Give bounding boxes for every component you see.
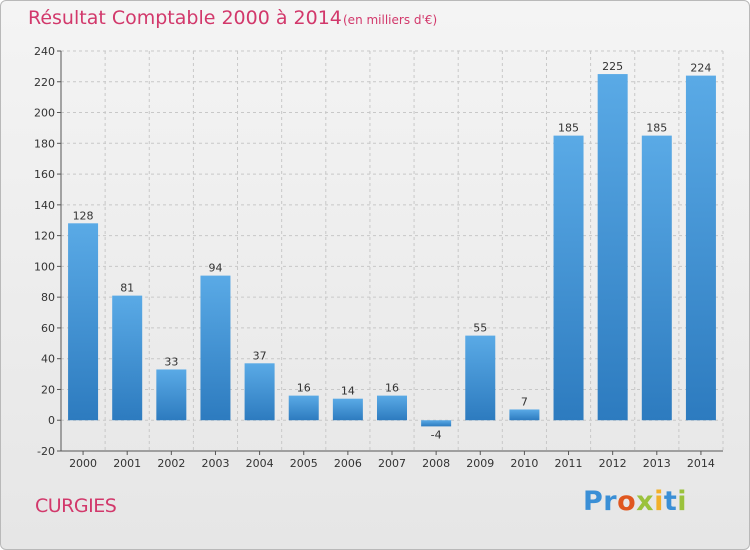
y-tick-label: 160	[34, 168, 55, 181]
bar-2013	[641, 135, 672, 421]
x-tick-label: 2013	[643, 457, 671, 470]
x-tick-label: 2006	[334, 457, 362, 470]
data-label-2007: 16	[385, 382, 399, 395]
y-tick-label: 0	[48, 414, 55, 427]
data-label-2010: 7	[521, 395, 528, 408]
location-label: CURGIES	[35, 495, 117, 517]
data-label-2004: 37	[253, 349, 267, 362]
bar-2003	[200, 275, 231, 421]
y-tick-label: 240	[34, 45, 55, 58]
data-label-2014: 224	[690, 62, 711, 75]
x-tick-label: 2014	[687, 457, 715, 470]
bar-2007	[377, 395, 407, 421]
y-tick-label: -20	[37, 445, 55, 458]
y-tick-label: 180	[34, 137, 55, 150]
x-tick-label: 2002	[157, 457, 185, 470]
data-label-2006: 14	[341, 385, 355, 398]
y-tick-label: 140	[34, 199, 55, 212]
bar-2001	[112, 295, 143, 421]
x-tick-label: 2007	[378, 457, 406, 470]
data-label-2013: 185	[646, 122, 667, 135]
data-label-2002: 33	[164, 355, 178, 368]
x-tick-label: 2003	[201, 457, 229, 470]
data-label-2005: 16	[297, 382, 311, 395]
bars	[68, 74, 716, 427]
bar-2010	[509, 409, 540, 421]
data-label-2003: 94	[208, 262, 222, 275]
bar-2004	[244, 363, 275, 421]
gridlines	[60, 50, 724, 452]
y-tick-label: 60	[41, 322, 55, 335]
data-label-2000: 128	[73, 209, 94, 222]
y-tick-label: 40	[41, 353, 55, 366]
chart-subtitle: (en milliers d'€)	[343, 13, 438, 27]
bar-2008	[421, 420, 452, 427]
x-tick-label: 2009	[466, 457, 494, 470]
x-tick-label: 2011	[555, 457, 583, 470]
y-tick-label: 120	[34, 230, 55, 243]
bar-2002	[156, 369, 187, 421]
data-labels: 128 81 33 94 37 16 14 16 -4 55 7 185 225 185 224	[73, 60, 712, 441]
bar-2006	[332, 398, 363, 421]
x-tick-label: 2012	[599, 457, 627, 470]
x-tick-label: 2004	[246, 457, 274, 470]
bar-2014	[685, 75, 716, 421]
bar-2005	[288, 395, 319, 421]
chart-title: Résultat Comptable 2000 à 2014	[28, 7, 342, 29]
y-tick-label: 220	[34, 76, 55, 89]
axes: -20 0 20 40 60 80 100 120 140 160 180 200 220 240 2000…	[34, 45, 723, 470]
data-label-2009: 55	[473, 322, 487, 335]
bar-2011	[553, 135, 584, 421]
x-tick-label: 2001	[113, 457, 141, 470]
bar-2000	[68, 223, 99, 421]
x-tick-label: 2008	[422, 457, 450, 470]
data-label-2008: -4	[431, 428, 442, 441]
proxiti-logo: Proxiti	[583, 486, 688, 517]
x-tick-label: 2000	[69, 457, 97, 470]
data-label-2001: 81	[120, 282, 134, 295]
y-tick-label: 200	[34, 107, 55, 120]
bar-2012	[597, 74, 628, 421]
bar-2009	[465, 335, 496, 421]
x-tick-label: 2005	[290, 457, 318, 470]
x-tick-label: 2010	[510, 457, 538, 470]
data-label-2011: 185	[558, 122, 579, 135]
y-tick-label: 20	[41, 383, 55, 396]
y-tick-label: 80	[41, 291, 55, 304]
data-label-2012: 225	[602, 60, 623, 73]
y-tick-label: 100	[34, 260, 55, 273]
